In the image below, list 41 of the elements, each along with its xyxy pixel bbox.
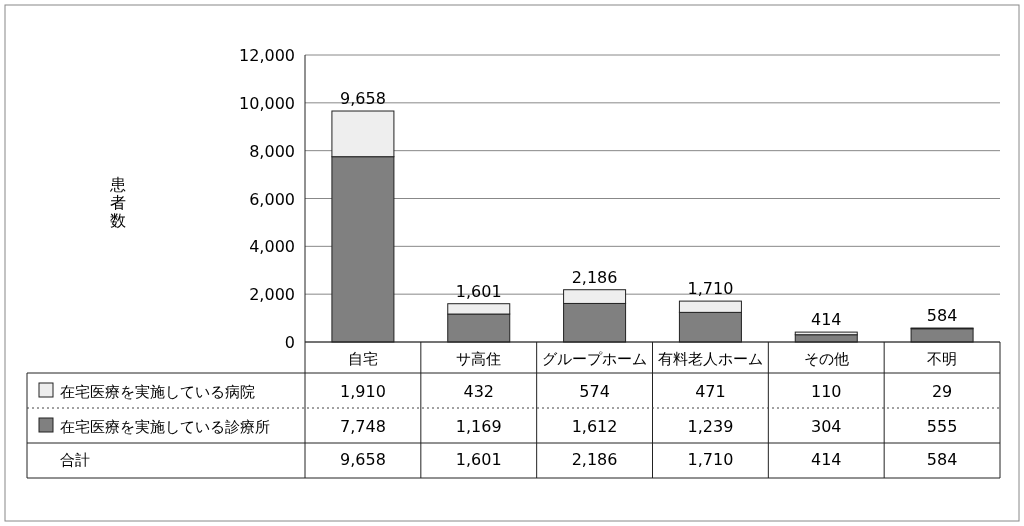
x-tick-label: サ高住 bbox=[456, 350, 502, 368]
y-tick-label: 6,000 bbox=[249, 189, 295, 209]
text: 584 bbox=[926, 450, 958, 469]
data-label: 29 bbox=[931, 382, 953, 401]
y-tick-label: 12,000 bbox=[239, 46, 295, 65]
y-tick-label: 10,000 bbox=[239, 93, 295, 113]
y-tick-label: 4,000 bbox=[249, 237, 295, 257]
x-tick-label: 有料老人ホーム bbox=[657, 350, 763, 368]
total-label: 414 bbox=[810, 310, 842, 330]
x-tick-label: 不明 bbox=[927, 350, 958, 368]
x-tick-label: 自宅 bbox=[347, 350, 378, 368]
y-tick-label: 2,000 bbox=[249, 285, 295, 305]
y-tick-label: 0 bbox=[284, 333, 295, 352]
y-tick-label: 8,000 bbox=[249, 141, 295, 161]
total-label: 2,186 bbox=[571, 267, 618, 287]
data-label: 1,910 bbox=[340, 382, 386, 401]
text: 合計 bbox=[60, 451, 90, 469]
x-tick-label: その他 bbox=[803, 350, 849, 368]
data-label: 304 bbox=[810, 417, 842, 436]
text: 1,710 bbox=[687, 450, 734, 469]
data-label: 574 bbox=[579, 382, 610, 401]
data-label: 110 bbox=[810, 382, 842, 401]
text: 患者数 bbox=[109, 175, 126, 230]
total-label: 584 bbox=[926, 306, 958, 326]
data-label: 1,169 bbox=[455, 417, 502, 436]
data-label: 555 bbox=[926, 417, 958, 436]
data-label: 1,612 bbox=[571, 417, 618, 436]
total-label: 9,658 bbox=[340, 89, 386, 109]
data-label: 7,748 bbox=[340, 417, 386, 436]
legend-label: 在宅医療を実施している病院 bbox=[60, 383, 255, 401]
data-label: 432 bbox=[463, 382, 495, 401]
x-tick-label: グループホーム bbox=[542, 350, 648, 368]
total-label: 1,710 bbox=[687, 279, 734, 299]
text: 414 bbox=[810, 450, 842, 469]
text: 1,601 bbox=[455, 450, 502, 469]
text: 9,658 bbox=[340, 450, 386, 469]
legend-label: 在宅医療を実施している診療所 bbox=[60, 418, 270, 436]
data-label: 1,239 bbox=[687, 417, 734, 436]
total-label: 1,601 bbox=[455, 281, 502, 301]
data-label: 471 bbox=[695, 382, 726, 401]
text: 2,186 bbox=[571, 450, 618, 469]
